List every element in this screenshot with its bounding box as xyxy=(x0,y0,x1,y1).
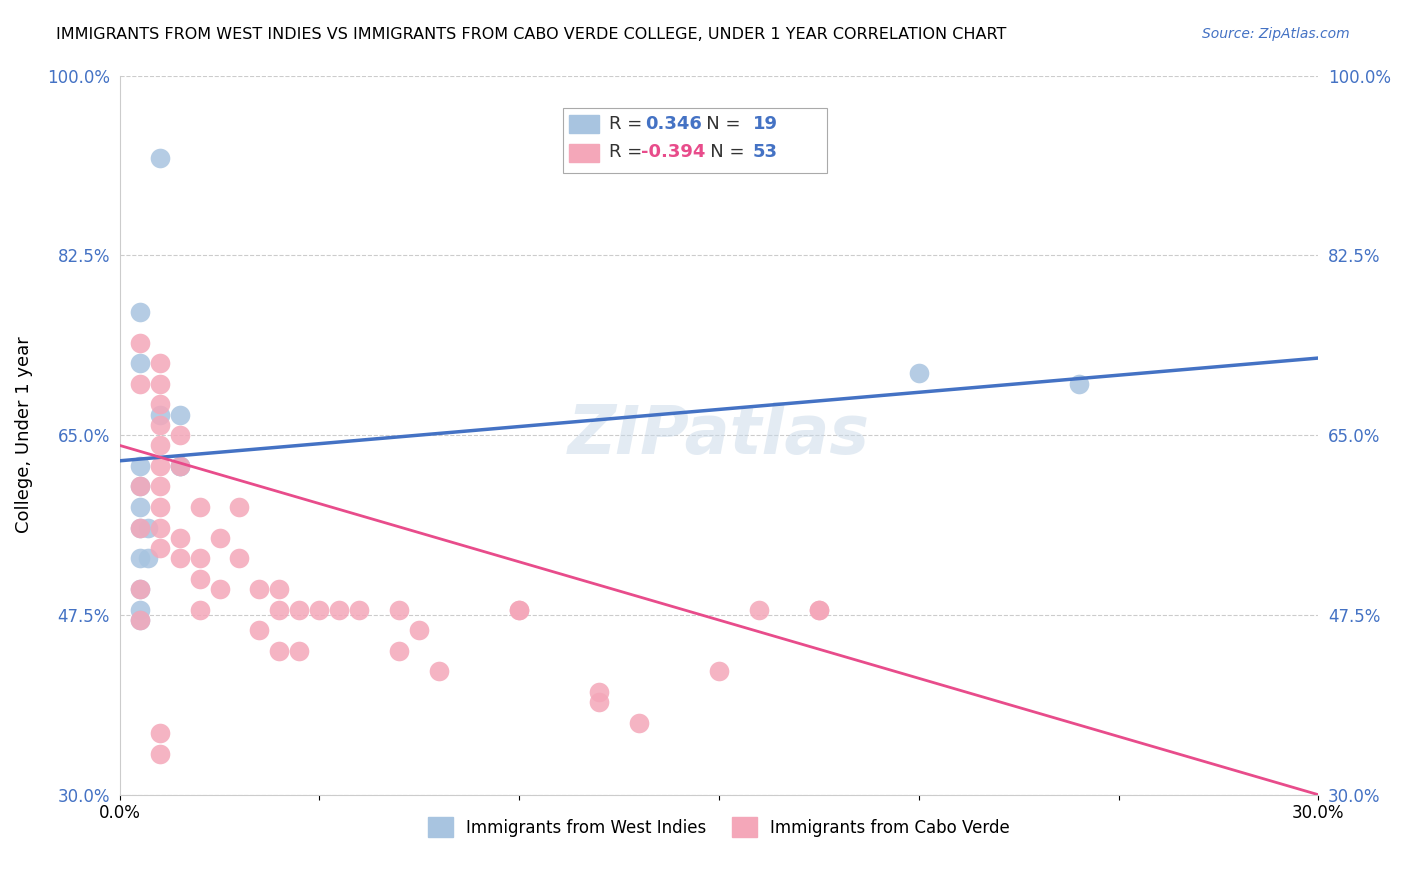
Point xyxy=(128,479,150,493)
Point xyxy=(508,603,530,617)
Point xyxy=(148,458,170,473)
Point xyxy=(169,551,191,566)
Point xyxy=(169,408,191,422)
Point xyxy=(128,335,150,350)
Point xyxy=(148,356,170,370)
Point xyxy=(628,715,651,730)
Point xyxy=(148,397,170,411)
Point xyxy=(707,665,730,679)
Point xyxy=(136,551,159,566)
Point xyxy=(148,747,170,761)
Text: ZIPatlas: ZIPatlas xyxy=(568,402,870,468)
FancyBboxPatch shape xyxy=(569,115,599,133)
Text: N =: N = xyxy=(693,144,749,161)
Point xyxy=(169,458,191,473)
Point xyxy=(128,376,150,391)
Point xyxy=(128,582,150,597)
Text: 53: 53 xyxy=(752,144,778,161)
Point xyxy=(807,603,830,617)
Text: R =: R = xyxy=(609,144,648,161)
Point xyxy=(148,479,170,493)
Point xyxy=(427,665,450,679)
Point xyxy=(208,531,231,545)
Point xyxy=(807,603,830,617)
Text: -0.394: -0.394 xyxy=(641,144,706,161)
Point xyxy=(169,428,191,442)
Point xyxy=(148,376,170,391)
Point xyxy=(1067,376,1090,391)
Point xyxy=(748,603,770,617)
Point xyxy=(128,305,150,319)
Point xyxy=(188,572,211,586)
Legend: Immigrants from West Indies, Immigrants from Cabo Verde: Immigrants from West Indies, Immigrants … xyxy=(422,810,1017,844)
Point xyxy=(288,603,311,617)
Point xyxy=(269,582,291,597)
Text: IMMIGRANTS FROM WEST INDIES VS IMMIGRANTS FROM CABO VERDE COLLEGE, UNDER 1 YEAR : IMMIGRANTS FROM WEST INDIES VS IMMIGRANT… xyxy=(56,27,1007,42)
Point xyxy=(148,500,170,514)
Point xyxy=(408,624,430,638)
Point xyxy=(349,603,371,617)
Point xyxy=(128,551,150,566)
Point xyxy=(228,551,250,566)
Point xyxy=(269,603,291,617)
Text: N =: N = xyxy=(689,115,747,133)
Point xyxy=(907,367,929,381)
Point xyxy=(128,479,150,493)
Point xyxy=(148,541,170,555)
Point xyxy=(128,613,150,627)
Point xyxy=(328,603,350,617)
Point xyxy=(148,151,170,165)
Point xyxy=(169,531,191,545)
Point xyxy=(249,582,271,597)
Point xyxy=(128,520,150,534)
Point xyxy=(128,500,150,514)
Point xyxy=(148,520,170,534)
Point xyxy=(288,644,311,658)
Text: Source: ZipAtlas.com: Source: ZipAtlas.com xyxy=(1202,27,1350,41)
Point xyxy=(208,582,231,597)
Point xyxy=(388,603,411,617)
Point xyxy=(128,603,150,617)
Point xyxy=(169,458,191,473)
Point xyxy=(188,551,211,566)
Point xyxy=(128,520,150,534)
FancyBboxPatch shape xyxy=(569,144,599,161)
Point xyxy=(508,603,530,617)
Point xyxy=(249,624,271,638)
Point xyxy=(588,685,610,699)
Point xyxy=(228,500,250,514)
Point xyxy=(188,500,211,514)
Point xyxy=(148,408,170,422)
Point xyxy=(388,644,411,658)
Point xyxy=(269,644,291,658)
Point xyxy=(128,613,150,627)
Point xyxy=(128,458,150,473)
Point xyxy=(128,356,150,370)
Point xyxy=(588,695,610,709)
Text: 0.346: 0.346 xyxy=(644,115,702,133)
Point xyxy=(308,603,330,617)
Text: R =: R = xyxy=(609,115,648,133)
Point xyxy=(148,726,170,740)
FancyBboxPatch shape xyxy=(564,108,827,173)
Point xyxy=(148,417,170,432)
Point xyxy=(148,438,170,452)
Point xyxy=(128,582,150,597)
Text: 19: 19 xyxy=(752,115,778,133)
Y-axis label: College, Under 1 year: College, Under 1 year xyxy=(15,337,32,533)
Point xyxy=(169,458,191,473)
Point xyxy=(188,603,211,617)
Point xyxy=(136,520,159,534)
